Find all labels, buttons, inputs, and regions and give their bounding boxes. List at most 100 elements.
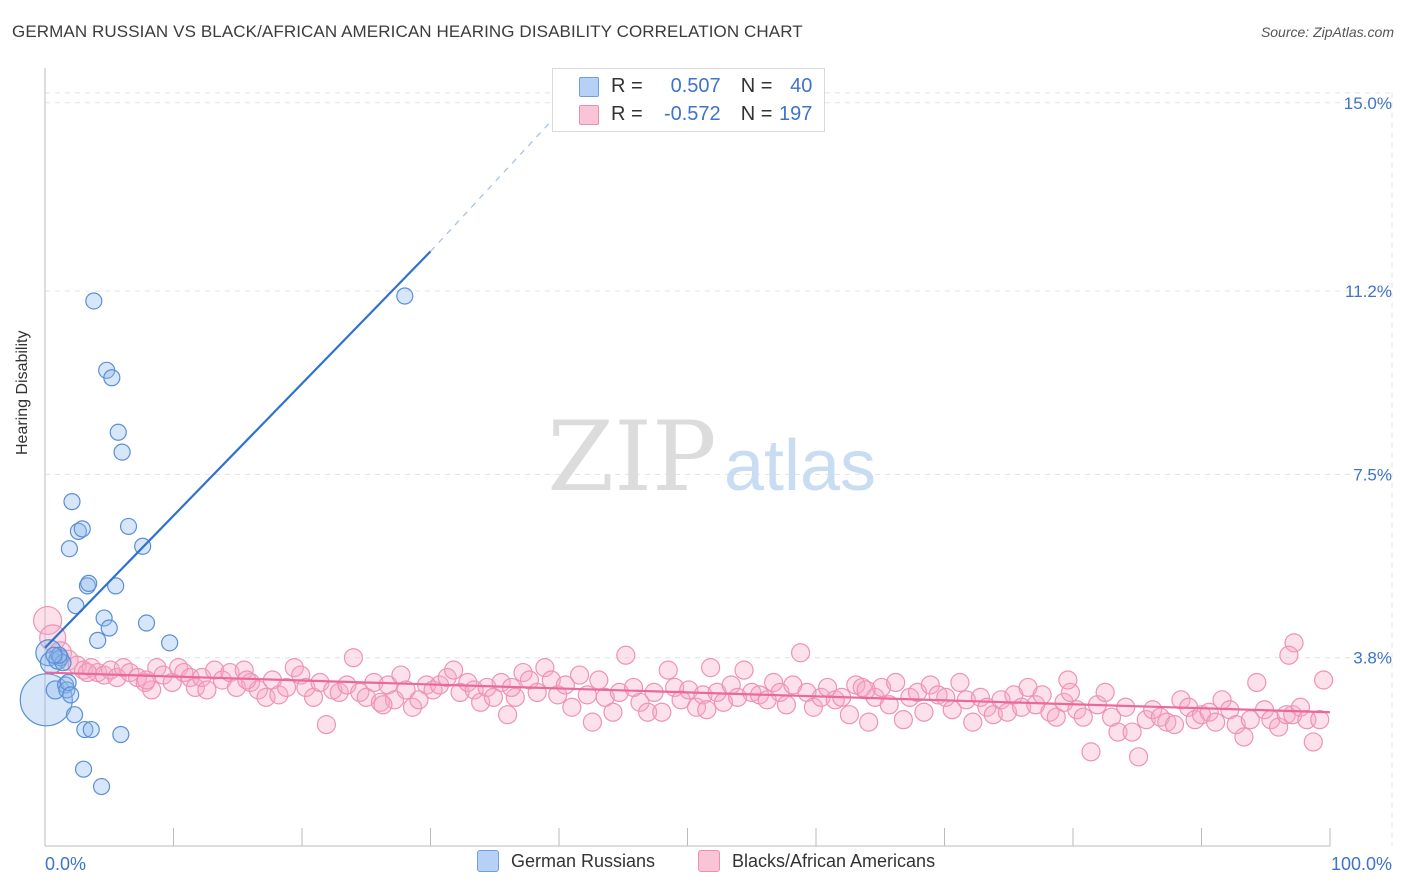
point-german-russians — [92, 777, 111, 796]
point-blacks — [77, 662, 98, 683]
point-german-russians — [50, 646, 68, 664]
point-blacks — [886, 672, 906, 693]
point-blacks — [1157, 712, 1177, 732]
point-blacks — [329, 682, 349, 703]
point-blacks — [1058, 670, 1078, 690]
point-blacks — [1122, 722, 1142, 742]
point-blacks — [1136, 710, 1156, 730]
point-german-russians — [65, 706, 84, 724]
point-blacks — [370, 692, 390, 712]
point-blacks — [316, 715, 337, 735]
point-blacks — [458, 672, 478, 693]
point-german-russians — [85, 292, 103, 310]
legend-swatch-german-russians — [579, 77, 599, 97]
point-blacks — [609, 682, 629, 703]
point-blacks — [790, 643, 811, 663]
watermark: ZIP atlas — [547, 401, 876, 513]
point-blacks — [1116, 697, 1136, 717]
r-label: R = — [611, 102, 643, 125]
x-tick-label-max: 100.0% — [1331, 854, 1392, 874]
point-blacks — [1279, 645, 1299, 665]
point-blacks — [1128, 747, 1149, 767]
point-blacks — [356, 687, 376, 707]
point-blacks — [1095, 682, 1115, 703]
point-german-russians — [45, 646, 63, 664]
point-blacks — [1234, 727, 1254, 747]
point-german-russians — [113, 443, 131, 461]
legend-item-blacks[interactable]: Blacks/African Americans — [698, 850, 935, 872]
point-blacks — [437, 667, 457, 688]
point-blacks — [276, 677, 297, 698]
series-german-russians-points — [19, 287, 414, 796]
point-blacks — [513, 662, 533, 683]
point-german-russians — [161, 634, 179, 652]
legend-item-german-russians[interactable]: German Russians — [477, 850, 655, 872]
legend-label-german-russians: German Russians — [511, 850, 656, 871]
point-blacks — [582, 712, 603, 732]
gridlines — [45, 92, 1393, 846]
point-blacks — [483, 687, 504, 707]
point-german-russians — [109, 423, 127, 441]
point-blacks — [638, 702, 658, 722]
y-axis-label: Hearing Disability — [14, 330, 31, 456]
watermark-zip: ZIP — [547, 401, 716, 513]
point-blacks — [1143, 700, 1163, 720]
point-german-russians — [76, 720, 94, 739]
r-value-german-russians: 0.507 — [670, 74, 721, 97]
point-blacks — [1073, 707, 1093, 727]
point-german-russians — [62, 686, 80, 704]
point-german-russians — [89, 631, 107, 649]
legend-swatch-blacks — [698, 850, 720, 872]
point-blacks — [616, 645, 636, 665]
point-blacks — [1171, 690, 1191, 710]
chart-title: GERMAN RUSSIAN VS BLACK/AFRICAN AMERICAN… — [12, 22, 803, 41]
point-german-russians — [95, 609, 113, 627]
stats-legend: R = 0.507 N = 40 R = -0.572 N = 197 — [552, 68, 825, 132]
point-blacks — [963, 712, 983, 732]
point-blacks — [920, 675, 940, 695]
point-blacks — [701, 658, 721, 678]
point-blacks — [562, 697, 582, 717]
point-blacks — [142, 680, 162, 700]
point-blacks — [136, 670, 157, 690]
point-german-russians — [60, 540, 79, 558]
point-german-russians — [74, 760, 93, 778]
point-blacks — [1060, 682, 1081, 703]
tick-labels: 3.8% 7.5% 11.2% 15.0% 0.0% 100.0% — [45, 94, 1392, 874]
point-blacks — [603, 702, 623, 722]
point-blacks — [113, 658, 133, 678]
point-blacks — [742, 682, 762, 703]
point-blacks — [697, 700, 717, 720]
watermark-atlas: atlas — [724, 426, 876, 506]
point-blacks — [1247, 672, 1267, 693]
legend-row-blacks: R = -0.572 N = 197 — [611, 102, 812, 126]
point-blacks — [983, 705, 1003, 725]
n-value-blacks: 197 — [779, 102, 813, 125]
point-blacks — [505, 687, 525, 707]
point-blacks — [409, 690, 429, 710]
point-blacks — [652, 702, 672, 722]
point-blacks — [1310, 710, 1330, 730]
x-tick-label-min: 0.0% — [45, 854, 86, 874]
point-german-russians — [137, 614, 156, 632]
point-blacks — [630, 692, 650, 712]
point-blacks — [498, 705, 518, 725]
point-german-russians — [80, 574, 98, 592]
point-blacks — [548, 685, 568, 705]
point-blacks — [343, 648, 363, 668]
y-tick-label: 7.5% — [1353, 465, 1392, 484]
point-blacks — [1206, 712, 1226, 732]
point-blacks — [1303, 732, 1323, 752]
y-tick-label: 11.2% — [1345, 282, 1392, 301]
n-label: N = — [740, 102, 773, 125]
point-blacks — [1032, 685, 1052, 705]
source-credit: Source: ZipAtlas.com — [1260, 24, 1394, 40]
point-german-russians — [107, 577, 125, 595]
point-blacks — [205, 660, 225, 680]
n-label: N = — [740, 74, 773, 97]
point-blacks — [269, 685, 289, 705]
point-german-russians — [119, 517, 138, 536]
point-blacks — [914, 702, 934, 722]
r-value-blacks: -0.572 — [663, 102, 721, 125]
